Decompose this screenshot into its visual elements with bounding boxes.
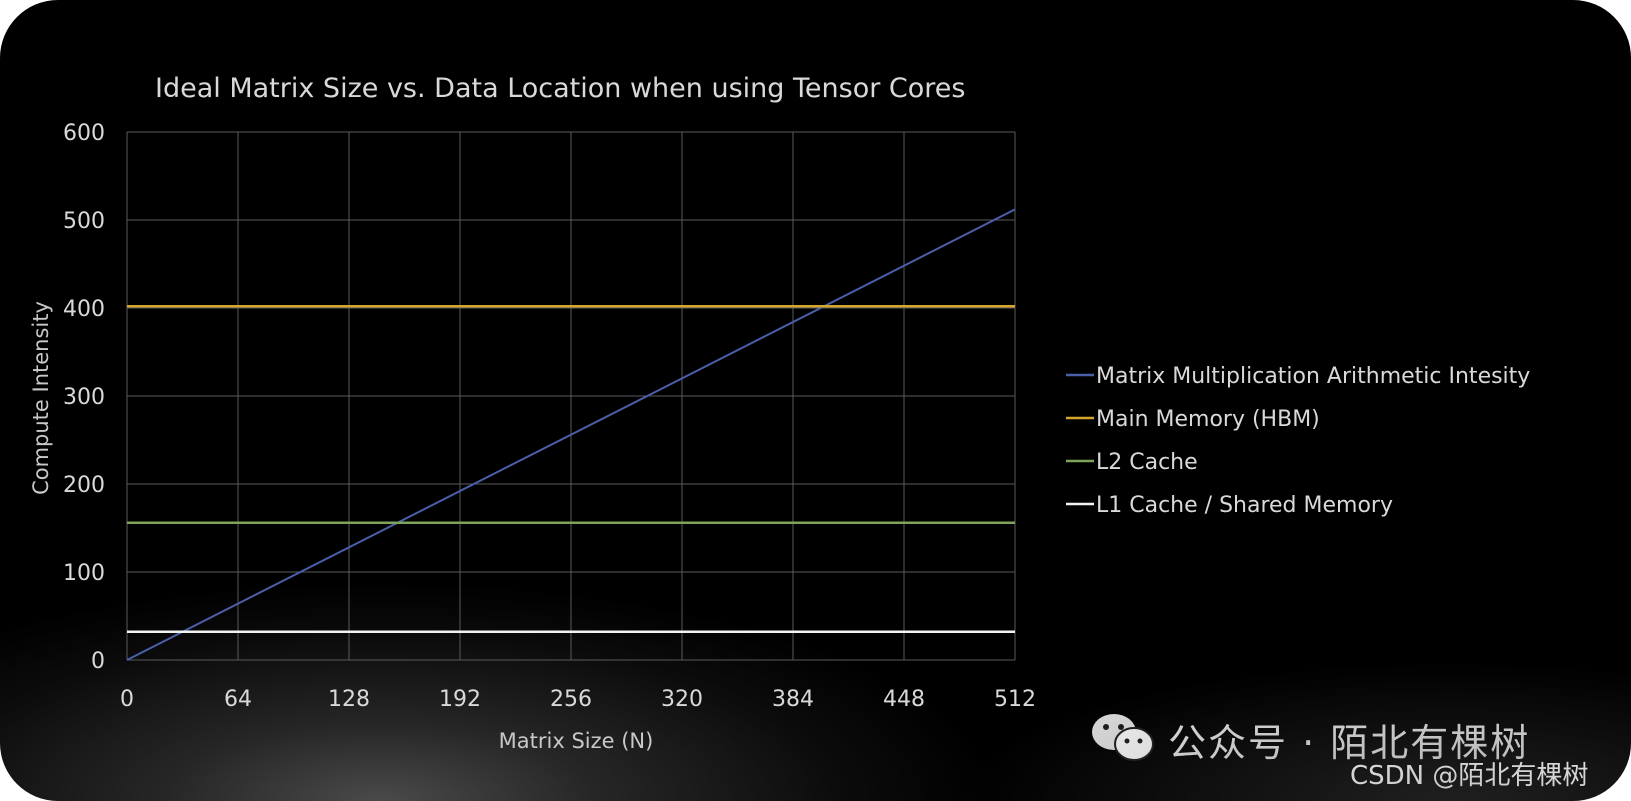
legend-label: Main Memory (HBM) <box>1096 407 1320 432</box>
y-tick-label: 0 <box>91 649 105 674</box>
watermark-text: 公众号 · 陌北有棵树 <box>1168 721 1531 765</box>
series-line <box>126 208 1016 661</box>
series-lines <box>126 208 1016 661</box>
x-tick-label: 192 <box>439 687 481 712</box>
x-tick-label: 0 <box>120 687 134 712</box>
y-tick-label: 200 <box>63 473 105 498</box>
x-axis-label: Matrix Size (N) <box>499 729 654 753</box>
csdn-watermark: CSDN @陌北有棵树 <box>1350 761 1589 791</box>
x-tick-label: 448 <box>883 687 925 712</box>
y-tick-label: 500 <box>63 209 105 234</box>
legend-label: Matrix Multiplication Arithmetic Intesit… <box>1096 364 1530 389</box>
x-tick-label: 64 <box>224 687 252 712</box>
y-tick-label: 100 <box>63 561 105 586</box>
x-tick-label: 256 <box>550 687 592 712</box>
legend-label: L2 Cache <box>1096 450 1198 475</box>
y-tick-label: 400 <box>63 297 105 322</box>
grid <box>126 131 1016 661</box>
wechat-icon <box>1092 714 1154 761</box>
x-tick-label: 384 <box>772 687 814 712</box>
x-tick-label: 320 <box>661 687 703 712</box>
x-tick-label: 512 <box>994 687 1036 712</box>
chart-title: Ideal Matrix Size vs. Data Location when… <box>155 73 965 104</box>
legend-label: L1 Cache / Shared Memory <box>1096 493 1393 518</box>
y-tick-label: 600 <box>63 121 105 146</box>
y-tick-labels: 0 100 200 300 400 500 600 <box>63 121 105 674</box>
x-tick-labels: 0 64 128 192 256 320 384 448 512 <box>120 687 1036 712</box>
legend: Matrix Multiplication Arithmetic Intesit… <box>1066 364 1530 518</box>
y-tick-label: 300 <box>63 385 105 410</box>
y-axis-label: Compute Intensity <box>29 301 53 495</box>
x-tick-label: 128 <box>328 687 370 712</box>
